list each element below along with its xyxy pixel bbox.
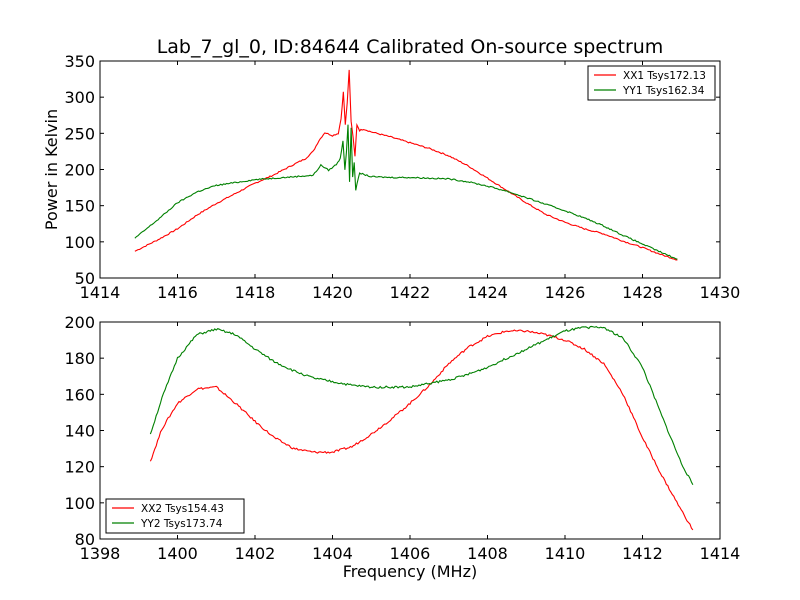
top-x-tick-label: 1430 bbox=[700, 283, 741, 302]
top-y-tick-label: 150 bbox=[64, 197, 95, 216]
bottom-legend-label-2: YY2 Tsys173.74 bbox=[140, 518, 223, 530]
bottom-y-tick-label: 200 bbox=[64, 313, 95, 332]
top-y-tick-label: 200 bbox=[64, 161, 95, 180]
top-x-tick-label: 1428 bbox=[622, 283, 663, 302]
bottom-y-tick-label: 120 bbox=[64, 458, 95, 477]
top-x-tick-label: 1416 bbox=[157, 283, 198, 302]
top-x-tick-label: 1418 bbox=[235, 283, 276, 302]
bottom-x-tick-label: 1412 bbox=[622, 544, 663, 563]
top-legend-label-1: XX1 Tsys172.13 bbox=[623, 70, 706, 82]
bottom-x-tick-label: 1402 bbox=[235, 544, 276, 563]
top-y-tick-label: 250 bbox=[64, 124, 95, 143]
bottom-x-tick-label: 1408 bbox=[467, 544, 508, 563]
top-series-line-2 bbox=[134, 124, 678, 260]
bottom-legend-label-1: XX2 Tsys154.43 bbox=[141, 503, 224, 515]
top-x-tick-label: 1424 bbox=[467, 283, 508, 302]
top-spectrum-panel: 1414 1416 1418 1420 1422 1424 1426 1428 1430 50 10… bbox=[42, 52, 740, 302]
bottom-y-tick-label: 160 bbox=[64, 385, 95, 404]
top-x-tick-label: 1420 bbox=[312, 283, 353, 302]
top-y-axis-label: Power in Kelvin bbox=[42, 109, 61, 230]
bottom-y-tick-label: 180 bbox=[64, 349, 95, 368]
bottom-series-line-1 bbox=[149, 329, 694, 531]
bottom-x-tick-label: 1404 bbox=[312, 544, 353, 563]
top-y-tick-label: 50 bbox=[75, 269, 95, 288]
bottom-x-tick-label: 1400 bbox=[157, 544, 198, 563]
top-x-tick-label: 1414 bbox=[80, 283, 121, 302]
figure-title: Lab_7_gl_0, ID:84644 Calibrated On-sourc… bbox=[157, 36, 664, 58]
bottom-x-tick-label: 1414 bbox=[700, 544, 741, 563]
bottom-x-tick-label: 1410 bbox=[545, 544, 586, 563]
top-legend-label-2: YY1 Tsys162.34 bbox=[622, 85, 705, 97]
bottom-x-axis-label: Frequency (MHz) bbox=[343, 562, 477, 581]
top-y-tick-label: 350 bbox=[64, 52, 95, 71]
bottom-y-tick-label: 80 bbox=[75, 530, 95, 549]
bottom-y-tick-label: 140 bbox=[64, 422, 95, 441]
bottom-spectrum-panel: 1398 1400 1402 1404 1406 1408 1410 1412 1414 80 10… bbox=[64, 313, 740, 581]
top-legend-box bbox=[587, 65, 716, 101]
bottom-series-line-2 bbox=[149, 325, 694, 486]
bottom-y-tick-label: 100 bbox=[64, 494, 95, 513]
top-y-tick-label: 300 bbox=[64, 88, 95, 107]
top-series-line-1 bbox=[134, 69, 678, 261]
bottom-legend-box bbox=[105, 498, 245, 534]
bottom-x-tick-label: 1398 bbox=[80, 544, 121, 563]
top-y-tick-label: 100 bbox=[64, 233, 95, 252]
bottom-x-tick-label: 1406 bbox=[390, 544, 431, 563]
top-x-tick-label: 1426 bbox=[545, 283, 586, 302]
top-x-tick-label: 1422 bbox=[390, 283, 431, 302]
